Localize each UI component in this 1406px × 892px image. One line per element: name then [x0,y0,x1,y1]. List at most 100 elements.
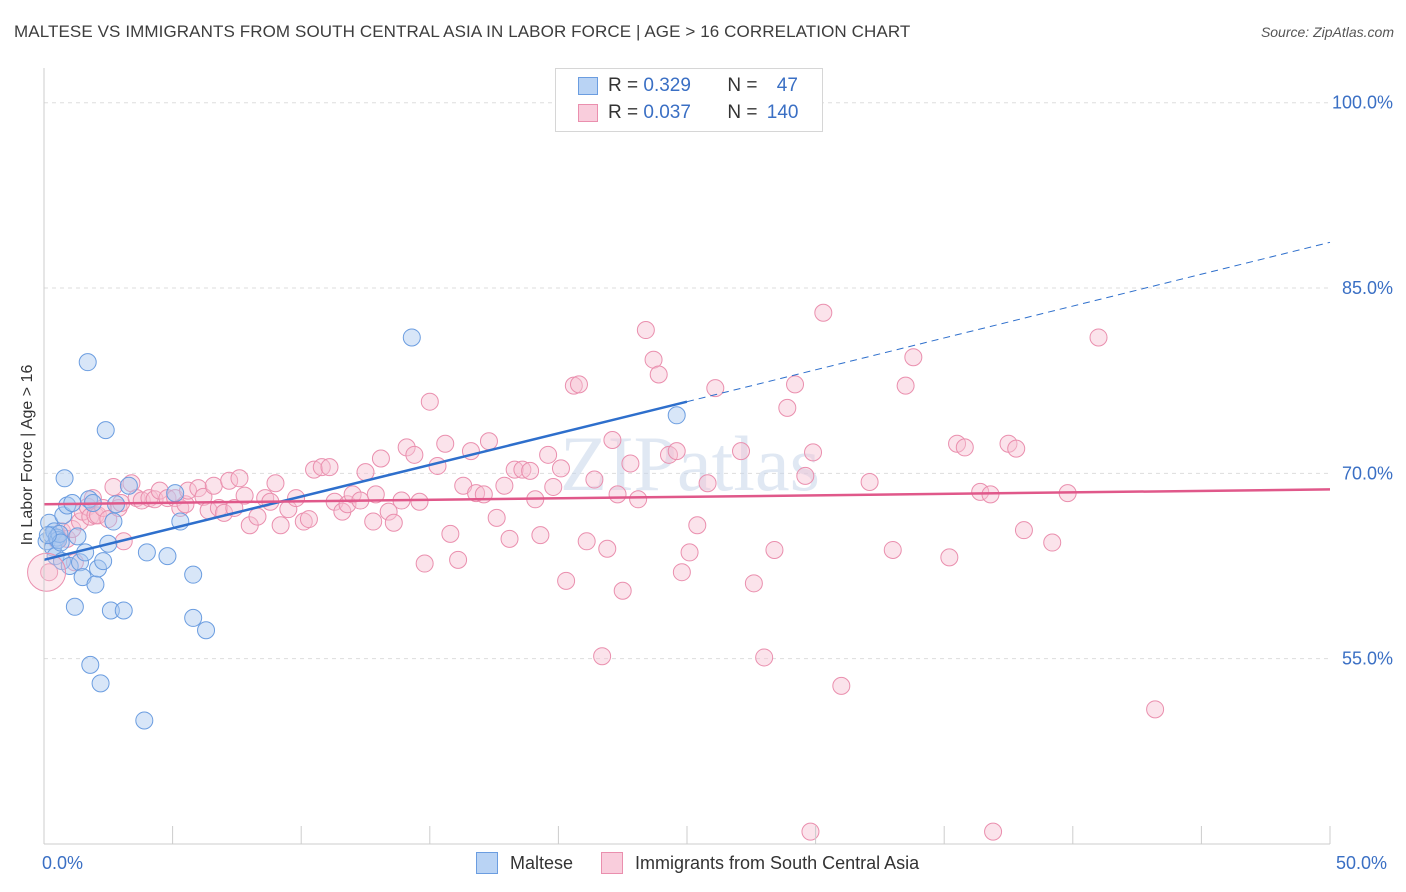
immigrant-point [860,473,879,492]
immigrant-point [513,460,532,479]
immigrant-point [688,516,707,535]
immigrant-point [271,516,290,535]
y-tick-label: 100.0% [1332,93,1393,113]
source-credit: Source: ZipAtlas.com [1260,24,1394,40]
maltese-point [38,526,57,545]
maltese-point [402,328,421,347]
immigrant-point [371,449,390,468]
immigrant-point [786,375,805,394]
immigrant-point [896,376,915,395]
immigrant-point [613,581,632,600]
maltese-point [81,655,100,674]
maltese-point [78,353,97,372]
immigrant-point [230,469,249,488]
immigrant-point [479,432,498,451]
immigrant-point [495,476,514,495]
immigrant-point [1146,700,1165,719]
maltese-point [135,711,154,730]
immigrant-point [706,379,725,398]
immigrant-point [984,822,1003,841]
immigrant-point [577,532,596,551]
immigrant-point [505,460,524,479]
immigrant-point [220,471,239,490]
maltese-point [68,527,87,546]
maltese-point [55,469,74,488]
immigrant-point [1007,439,1026,458]
legend-label-maltese: Maltese [510,852,574,873]
immigrant-point [598,539,617,558]
legend-n-label: N = [727,102,758,123]
maltese-point [58,496,77,515]
immigrant-point [649,365,668,384]
immigrant-point [744,574,763,593]
legend-r-value: 0.037 [643,102,691,123]
maltese-point [158,547,177,566]
immigrant-point [379,502,398,521]
immigrant-point [420,392,439,411]
immigrant-point [189,479,208,498]
immigrant-point [194,487,213,506]
immigrant-point [500,529,519,548]
legend-n-value: 140 [766,102,799,123]
immigrant-point [636,321,655,340]
immigrant-point [27,552,67,592]
legend-item-immigrants: Immigrants from South Central Asia [601,852,919,874]
immigrant-point [698,474,717,493]
immigrant-point [531,526,550,545]
maltese-point [197,621,216,640]
maltese-point [71,553,90,572]
immigrant-point [364,512,383,531]
immigrant-point [680,543,699,562]
legend-swatch-pink [601,852,624,874]
immigrant-point [299,510,318,529]
immigrant-point [467,484,486,503]
immigrant-point [397,438,416,457]
immigrant-point [832,676,851,695]
immigrant-point [266,474,285,493]
legend-swatch-blue [476,852,498,874]
immigrant-point [294,512,313,531]
immigrant-point [804,443,823,462]
axes: 55.0% 70.0% 85.0% 100.0% [43,68,1393,845]
maltese-trend-extension [686,241,1331,403]
immigrant-point [441,524,460,543]
legend-row-maltese: R = 0.329 N = 47 [578,74,798,98]
immigrant-point [1014,521,1033,540]
immigrant-point [405,445,424,464]
immigrant-point [569,375,588,394]
maltese-point [166,484,185,503]
immigrant-point [99,510,118,529]
y-tick-label: 55.0% [1342,649,1393,669]
x-tick-label-min: 0.0% [42,853,84,873]
immigrant-point [621,454,640,473]
maltese-point [119,476,138,495]
immigrant-point [1043,533,1062,552]
maltese-trend-line [43,400,688,562]
y-tick-label: 85.0% [1342,278,1393,298]
immigrant-point [904,348,923,367]
chart-title: MALTESE VS IMMIGRANTS FROM SOUTH CENTRAL… [14,22,911,41]
immigrant-point [883,540,902,559]
immigrant-point [320,458,339,477]
legend-row-immigrants: R = 0.037 N = 140 [578,101,798,125]
maltese-point [49,531,68,550]
immigrant-point [585,470,604,489]
immigrant-point [204,476,223,495]
immigrant-point [436,434,455,453]
immigrant-point [150,481,169,500]
x-tick-label-max: 50.0% [1336,853,1388,873]
immigrant-trend-line [43,488,1331,506]
maltese-point [94,552,113,571]
legend-item-maltese: Maltese [476,852,573,874]
maltese-point [667,406,686,425]
immigrant-point [551,459,570,478]
immigrant-point [603,430,622,449]
legend-r-label: R = [608,75,639,96]
legend-swatch-pink [578,104,598,122]
maltese-point [184,608,203,627]
immigrant-point [765,540,784,559]
immigrant-point [539,445,558,464]
immigrant-point [593,647,612,666]
immigrant-point [940,548,959,567]
